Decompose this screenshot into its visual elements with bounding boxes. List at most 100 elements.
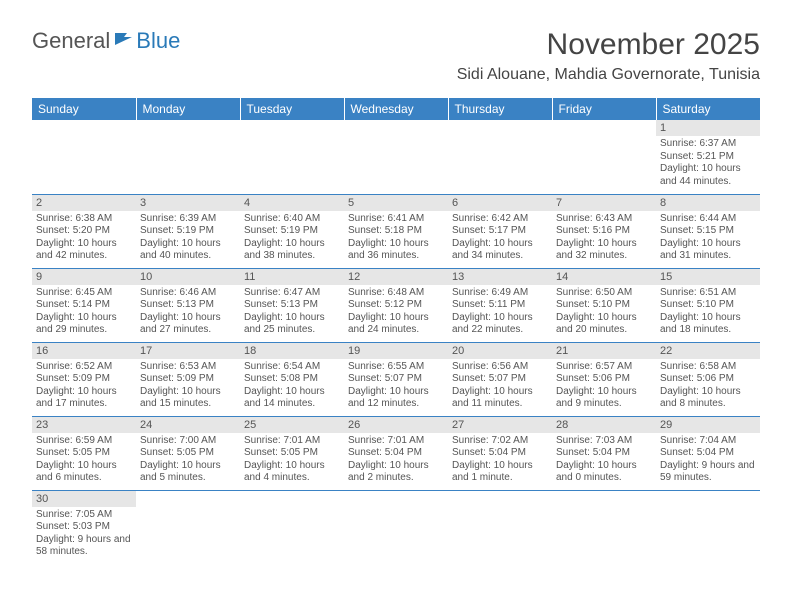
calendar-cell: 28Sunrise: 7:03 AMSunset: 5:04 PMDayligh… [552, 416, 656, 490]
calendar-cell: 21Sunrise: 6:57 AMSunset: 5:06 PMDayligh… [552, 342, 656, 416]
sunrise-text: Sunrise: 6:58 AM [660, 361, 756, 374]
calendar-cell: 23Sunrise: 6:59 AMSunset: 5:05 PMDayligh… [32, 416, 136, 490]
calendar-cell: 10Sunrise: 6:46 AMSunset: 5:13 PMDayligh… [136, 268, 240, 342]
calendar-cell [344, 120, 448, 194]
day-number: 3 [136, 195, 240, 211]
calendar-week-row: 16Sunrise: 6:52 AMSunset: 5:09 PMDayligh… [32, 342, 760, 416]
day-info: Sunrise: 6:44 AMSunset: 5:15 PMDaylight:… [656, 211, 760, 267]
daylight-text: Daylight: 10 hours and 5 minutes. [140, 460, 236, 485]
calendar-cell: 29Sunrise: 7:04 AMSunset: 5:04 PMDayligh… [656, 416, 760, 490]
sunset-text: Sunset: 5:20 PM [36, 225, 132, 238]
day-info: Sunrise: 6:51 AMSunset: 5:10 PMDaylight:… [656, 285, 760, 341]
calendar-cell: 2Sunrise: 6:38 AMSunset: 5:20 PMDaylight… [32, 194, 136, 268]
day-number: 14 [552, 269, 656, 285]
day-number: 7 [552, 195, 656, 211]
calendar-cell: 18Sunrise: 6:54 AMSunset: 5:08 PMDayligh… [240, 342, 344, 416]
daylight-text: Daylight: 10 hours and 11 minutes. [452, 386, 548, 411]
day-info: Sunrise: 6:54 AMSunset: 5:08 PMDaylight:… [240, 359, 344, 415]
calendar-cell [136, 490, 240, 564]
calendar-week-row: 1Sunrise: 6:37 AMSunset: 5:21 PMDaylight… [32, 120, 760, 194]
sunset-text: Sunset: 5:04 PM [556, 447, 652, 460]
sunset-text: Sunset: 5:10 PM [660, 299, 756, 312]
sunset-text: Sunset: 5:05 PM [244, 447, 340, 460]
sunset-text: Sunset: 5:04 PM [452, 447, 548, 460]
daylight-text: Daylight: 10 hours and 24 minutes. [348, 312, 444, 337]
sunrise-text: Sunrise: 6:46 AM [140, 287, 236, 300]
month-title: November 2025 [457, 28, 760, 62]
calendar-week-row: 9Sunrise: 6:45 AMSunset: 5:14 PMDaylight… [32, 268, 760, 342]
daylight-text: Daylight: 10 hours and 38 minutes. [244, 238, 340, 263]
day-number: 20 [448, 343, 552, 359]
calendar-cell: 4Sunrise: 6:40 AMSunset: 5:19 PMDaylight… [240, 194, 344, 268]
empty-day [344, 120, 448, 136]
day-header: Thursday [448, 98, 552, 120]
day-info: Sunrise: 6:45 AMSunset: 5:14 PMDaylight:… [32, 285, 136, 341]
calendar-cell: 7Sunrise: 6:43 AMSunset: 5:16 PMDaylight… [552, 194, 656, 268]
day-number: 12 [344, 269, 448, 285]
sunrise-text: Sunrise: 7:05 AM [36, 509, 132, 522]
sunrise-text: Sunrise: 6:38 AM [36, 213, 132, 226]
day-info: Sunrise: 7:01 AMSunset: 5:04 PMDaylight:… [344, 433, 448, 489]
calendar-cell: 14Sunrise: 6:50 AMSunset: 5:10 PMDayligh… [552, 268, 656, 342]
empty-day [240, 120, 344, 136]
calendar-cell: 19Sunrise: 6:55 AMSunset: 5:07 PMDayligh… [344, 342, 448, 416]
day-header: Sunday [32, 98, 136, 120]
calendar-page: General Blue November 2025 Sidi Alouane,… [0, 0, 792, 580]
header: General Blue November 2025 Sidi Alouane,… [32, 28, 760, 86]
day-info: Sunrise: 6:43 AMSunset: 5:16 PMDaylight:… [552, 211, 656, 267]
daylight-text: Daylight: 10 hours and 32 minutes. [556, 238, 652, 263]
calendar-cell: 22Sunrise: 6:58 AMSunset: 5:06 PMDayligh… [656, 342, 760, 416]
day-number: 21 [552, 343, 656, 359]
day-info: Sunrise: 7:05 AMSunset: 5:03 PMDaylight:… [32, 507, 136, 563]
empty-day [656, 491, 760, 507]
sunrise-text: Sunrise: 6:53 AM [140, 361, 236, 374]
day-number: 2 [32, 195, 136, 211]
calendar-cell: 30Sunrise: 7:05 AMSunset: 5:03 PMDayligh… [32, 490, 136, 564]
sunset-text: Sunset: 5:05 PM [36, 447, 132, 460]
sunset-text: Sunset: 5:03 PM [36, 521, 132, 534]
day-header: Friday [552, 98, 656, 120]
sunset-text: Sunset: 5:10 PM [556, 299, 652, 312]
calendar-body: 1Sunrise: 6:37 AMSunset: 5:21 PMDaylight… [32, 120, 760, 564]
sunrise-text: Sunrise: 7:02 AM [452, 435, 548, 448]
sunset-text: Sunset: 5:13 PM [244, 299, 340, 312]
daylight-text: Daylight: 10 hours and 14 minutes. [244, 386, 340, 411]
sunset-text: Sunset: 5:09 PM [140, 373, 236, 386]
day-info: Sunrise: 7:04 AMSunset: 5:04 PMDaylight:… [656, 433, 760, 489]
calendar-cell: 17Sunrise: 6:53 AMSunset: 5:09 PMDayligh… [136, 342, 240, 416]
day-info: Sunrise: 6:42 AMSunset: 5:17 PMDaylight:… [448, 211, 552, 267]
calendar-cell: 9Sunrise: 6:45 AMSunset: 5:14 PMDaylight… [32, 268, 136, 342]
sunset-text: Sunset: 5:18 PM [348, 225, 444, 238]
calendar-week-row: 30Sunrise: 7:05 AMSunset: 5:03 PMDayligh… [32, 490, 760, 564]
daylight-text: Daylight: 10 hours and 44 minutes. [660, 163, 756, 188]
calendar-cell [656, 490, 760, 564]
sunrise-text: Sunrise: 6:43 AM [556, 213, 652, 226]
daylight-text: Daylight: 10 hours and 2 minutes. [348, 460, 444, 485]
sunrise-text: Sunrise: 6:56 AM [452, 361, 548, 374]
daylight-text: Daylight: 10 hours and 34 minutes. [452, 238, 548, 263]
daylight-text: Daylight: 10 hours and 17 minutes. [36, 386, 132, 411]
daylight-text: Daylight: 10 hours and 22 minutes. [452, 312, 548, 337]
day-info: Sunrise: 6:53 AMSunset: 5:09 PMDaylight:… [136, 359, 240, 415]
calendar-cell: 20Sunrise: 6:56 AMSunset: 5:07 PMDayligh… [448, 342, 552, 416]
calendar-cell [448, 490, 552, 564]
day-info: Sunrise: 6:37 AMSunset: 5:21 PMDaylight:… [656, 136, 760, 192]
calendar-cell: 8Sunrise: 6:44 AMSunset: 5:15 PMDaylight… [656, 194, 760, 268]
calendar-cell: 25Sunrise: 7:01 AMSunset: 5:05 PMDayligh… [240, 416, 344, 490]
day-info: Sunrise: 6:56 AMSunset: 5:07 PMDaylight:… [448, 359, 552, 415]
day-header: Saturday [656, 98, 760, 120]
daylight-text: Daylight: 10 hours and 36 minutes. [348, 238, 444, 263]
day-info: Sunrise: 6:46 AMSunset: 5:13 PMDaylight:… [136, 285, 240, 341]
daylight-text: Daylight: 9 hours and 59 minutes. [660, 460, 756, 485]
calendar-cell [32, 120, 136, 194]
day-of-week-row: SundayMondayTuesdayWednesdayThursdayFrid… [32, 98, 760, 120]
sunset-text: Sunset: 5:16 PM [556, 225, 652, 238]
sunrise-text: Sunrise: 6:40 AM [244, 213, 340, 226]
calendar-cell: 16Sunrise: 6:52 AMSunset: 5:09 PMDayligh… [32, 342, 136, 416]
day-number: 15 [656, 269, 760, 285]
day-number: 19 [344, 343, 448, 359]
calendar-cell [552, 490, 656, 564]
sunrise-text: Sunrise: 7:04 AM [660, 435, 756, 448]
day-header: Tuesday [240, 98, 344, 120]
sunrise-text: Sunrise: 6:41 AM [348, 213, 444, 226]
